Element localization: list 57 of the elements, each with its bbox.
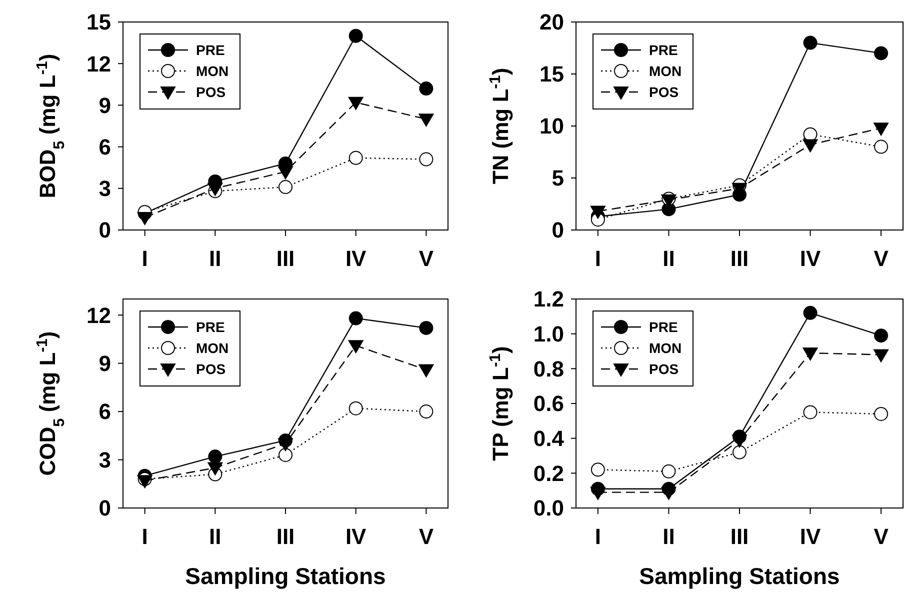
x-tick-label: IV (800, 524, 821, 549)
x-tick-label: II (662, 524, 675, 549)
x-tick-label: I (594, 246, 602, 271)
legend-label: MON (196, 62, 229, 79)
legend-label: PRE (649, 42, 678, 58)
y-tick-label: 9 (98, 92, 111, 118)
y-tick-label: 15 (86, 10, 111, 35)
x-tick-label: I (142, 524, 148, 549)
x-axis-title: Sampling Stations (185, 563, 386, 589)
x-tick-label: V (874, 246, 889, 271)
y-tick-label: 6 (98, 399, 111, 424)
legend-label: PRE (196, 318, 225, 335)
x-axis-title: Sampling Stations (639, 563, 840, 589)
x-tick-label: IV (800, 246, 821, 271)
y-tick-label: 6 (98, 134, 111, 160)
legend-label: POS (649, 360, 679, 377)
y-tick-label: 0 (552, 218, 564, 243)
y-tick-label: 0.6 (533, 391, 564, 416)
y-tick-label: 0.4 (533, 426, 565, 452)
y-tick-label: 0.0 (533, 496, 564, 521)
y-tick-label: 5 (552, 166, 564, 191)
x-tick-label: IV (345, 524, 367, 549)
x-tick-label: III (276, 524, 295, 549)
legend-label: POS (649, 84, 679, 100)
legend-label: POS (196, 84, 226, 100)
legend-label: MON (649, 340, 682, 356)
y-tick-label: 12 (86, 51, 111, 76)
y-tick-label: 3 (98, 176, 111, 202)
legend-label: MON (649, 62, 682, 79)
legend-label: POS (196, 360, 226, 377)
y-tick-label: 10 (540, 114, 564, 139)
y-tick-label: 0 (98, 218, 111, 243)
x-tick-label: I (594, 524, 602, 549)
x-tick-label: V (418, 524, 434, 549)
y-tick-label: 0.2 (533, 460, 564, 486)
x-tick-label: II (662, 246, 675, 271)
x-tick-label: III (730, 524, 749, 549)
y-tick-label: 3 (98, 447, 111, 472)
x-tick-label: II (209, 524, 222, 549)
x-tick-label: III (730, 246, 749, 271)
x-tick-label: IV (345, 246, 367, 271)
y-tick-label: 1.0 (533, 322, 564, 347)
legend-label: PRE (196, 42, 225, 58)
x-tick-label: II (209, 246, 222, 271)
x-tick-label: V (418, 246, 434, 271)
x-tick-label: V (874, 524, 889, 549)
y-tick-label: 9 (98, 351, 111, 376)
y-tick-label: 12 (86, 302, 111, 328)
x-tick-label: I (142, 246, 148, 271)
legend-label: PRE (649, 318, 678, 335)
y-tick-label: 0.8 (533, 356, 564, 382)
y-tick-label: 15 (540, 62, 564, 87)
y-tick-label: 1.2 (533, 286, 564, 312)
x-tick-label: III (276, 246, 295, 271)
y-tick-label: 0 (98, 496, 111, 521)
legend-label: MON (196, 340, 229, 356)
y-tick-label: 20 (540, 10, 564, 35)
